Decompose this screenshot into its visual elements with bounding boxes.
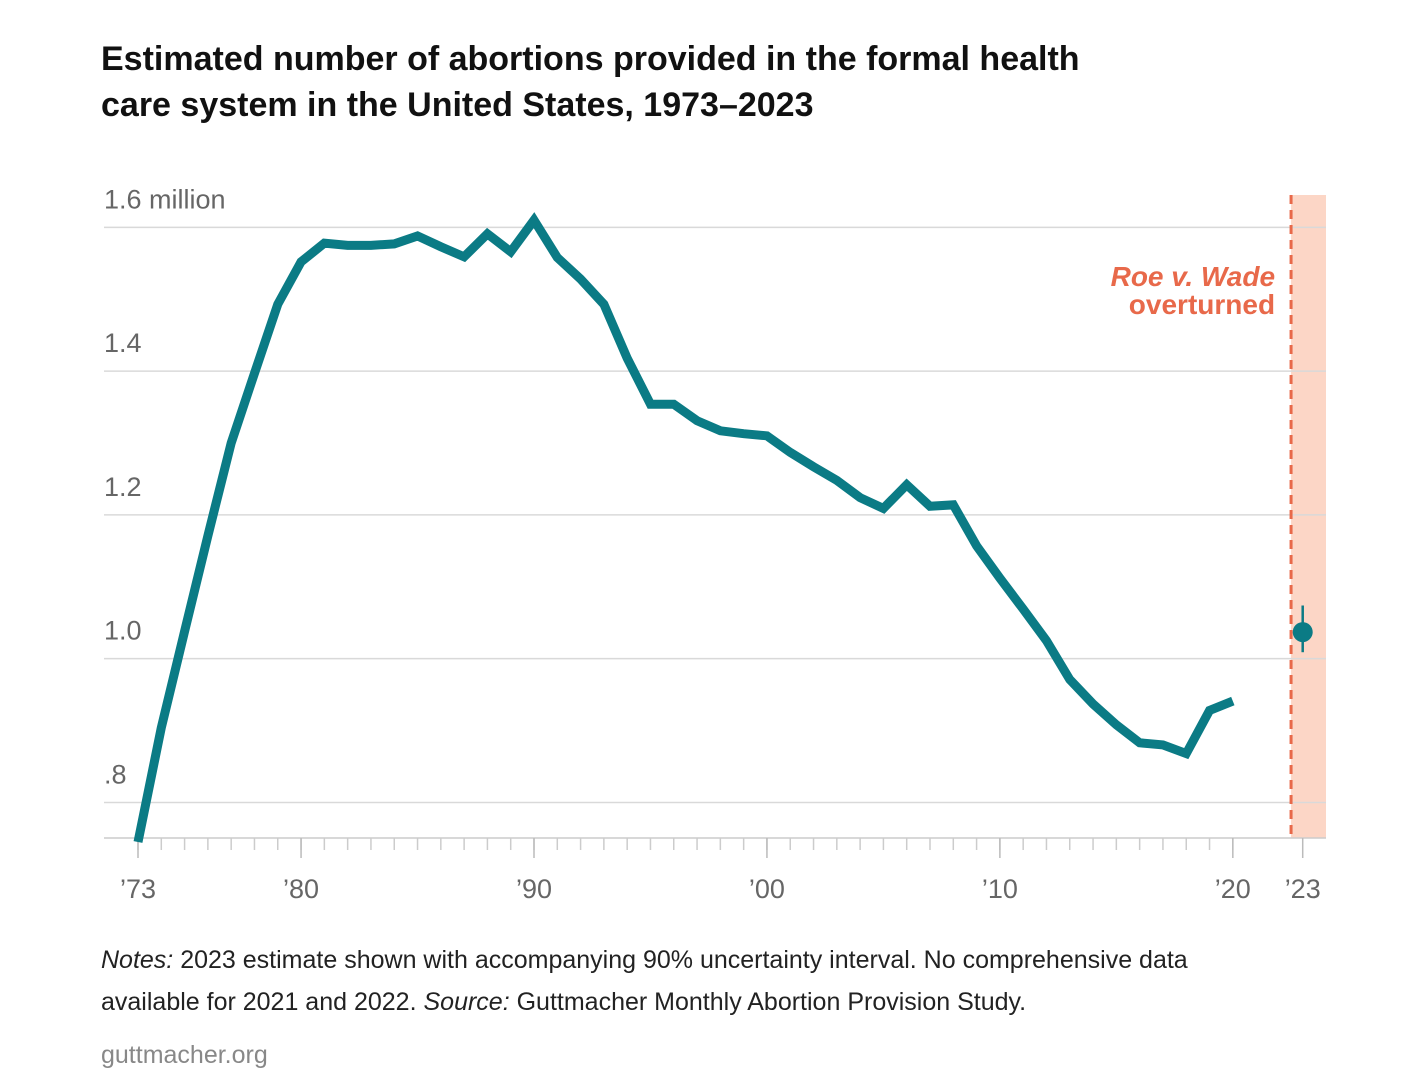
x-tick-label: ’90 — [516, 874, 552, 904]
notes-part: 2023 estimate shown with accompanying 90… — [173, 946, 1188, 974]
y-tick-label: .8 — [104, 759, 127, 789]
notes-part: Source: — [423, 988, 509, 1016]
data-line — [133, 212, 1235, 843]
x-tick-label: ’80 — [283, 874, 319, 904]
x-tick-label: ’00 — [749, 874, 785, 904]
annotation: overturned — [1129, 289, 1275, 320]
shade-region — [1291, 195, 1326, 838]
chart-title: Estimated number of abortions provided i… — [101, 40, 1080, 78]
notes: available for 2021 and 2022. Source: Gut… — [101, 988, 1026, 1016]
y-tick-label: 1.4 — [104, 328, 142, 358]
x-tick-label: ’10 — [982, 874, 1018, 904]
y-tick-label: 1.2 — [104, 472, 142, 502]
x-tick-label: ’23 — [1285, 874, 1321, 904]
annotation: Roe v. Wade — [1111, 261, 1275, 292]
chart-title: care system in the United States, 1973–2… — [101, 86, 814, 124]
notes-part: Notes: — [101, 946, 173, 974]
x-tick-label: ’20 — [1215, 874, 1251, 904]
y-tick-label: 1.0 — [104, 616, 142, 646]
notes-part: Guttmacher Monthly Abortion Provision St… — [510, 988, 1026, 1016]
footer: guttmacher.org — [101, 1041, 268, 1069]
y-tick-label: 1.6 million — [104, 184, 226, 214]
x-tick-label: ’73 — [120, 874, 156, 904]
estimate-point — [1292, 622, 1313, 643]
notes-part: available for 2021 and 2022. — [101, 988, 423, 1016]
notes: Notes: 2023 estimate shown with accompan… — [101, 946, 1188, 974]
